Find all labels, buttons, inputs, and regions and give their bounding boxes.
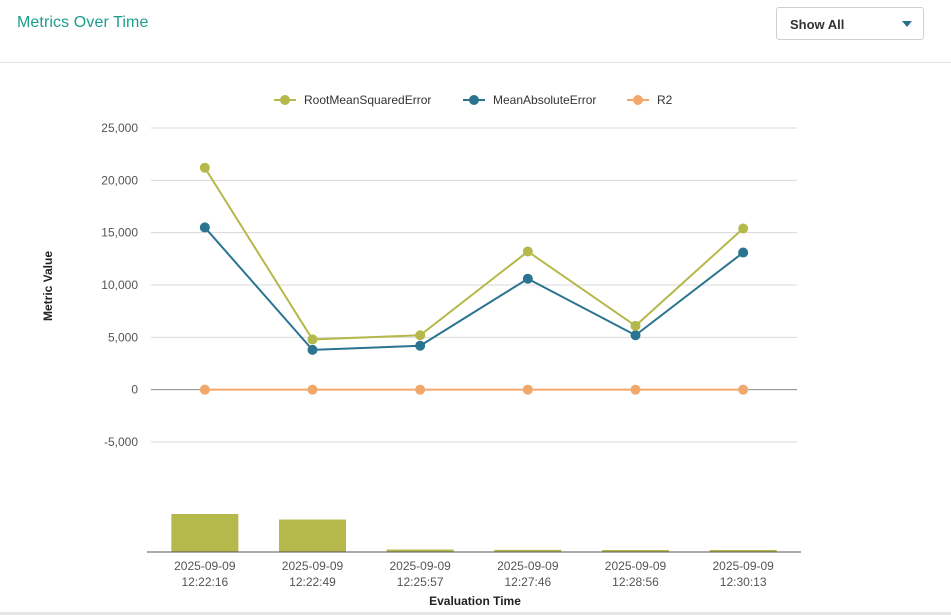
x-axis-label: Evaluation Time (429, 594, 521, 608)
y-axis-ticks: 25,000 20,000 15,000 10,000 5,000 0 -5,000 (101, 121, 138, 449)
data-point[interactable] (630, 320, 641, 331)
legend-marker-icon (633, 95, 643, 105)
dropdown-selected-value: Show All (790, 17, 845, 32)
x-tick-label: 2025-09-09 12:28:56 (605, 559, 667, 589)
data-point[interactable] (199, 222, 210, 233)
legend-marker-icon (469, 95, 479, 105)
data-point[interactable] (738, 223, 749, 234)
panel-title: Metrics Over Time (17, 14, 149, 31)
navigator-bar[interactable] (386, 549, 454, 552)
legend-item[interactable]: RootMeanSquaredError (274, 93, 431, 107)
x-tick-date: 2025-09-09 (174, 559, 236, 573)
x-tick-time: 12:25:57 (397, 575, 444, 589)
legend-item[interactable]: MeanAbsoluteError (463, 93, 596, 107)
data-point[interactable] (199, 162, 210, 173)
x-tick-label: 2025-09-09 12:22:16 (174, 559, 236, 589)
data-point[interactable] (415, 330, 426, 341)
x-tick-time: 12:22:16 (181, 575, 228, 589)
data-point[interactable] (522, 246, 533, 257)
data-point[interactable] (738, 384, 749, 395)
navigator-bars (147, 514, 801, 553)
y-tick-label: -5,000 (104, 435, 138, 449)
x-tick-label: 2025-09-09 12:27:46 (497, 559, 559, 589)
data-point[interactable] (630, 384, 641, 395)
data-point[interactable] (307, 384, 318, 395)
data-point[interactable] (307, 344, 318, 355)
series-line (204, 226, 744, 351)
y-tick-label: 15,000 (101, 226, 138, 240)
y-tick-label: 0 (131, 383, 138, 397)
y-tick-label: 25,000 (101, 121, 138, 135)
x-tick-date: 2025-09-09 (605, 559, 667, 573)
legend-item[interactable]: R2 (627, 93, 673, 107)
navigator-bar[interactable] (494, 549, 562, 552)
legend: RootMeanSquaredError MeanAbsoluteError R2 (274, 93, 673, 107)
navigator-bar[interactable] (709, 550, 777, 552)
series-MeanAbsoluteError[interactable] (199, 222, 749, 355)
x-tick-label: 2025-09-09 12:25:57 (389, 559, 451, 589)
x-tick-label: 2025-09-09 12:30:13 (712, 559, 774, 589)
legend-label: MeanAbsoluteError (493, 93, 596, 107)
x-tick-date: 2025-09-09 (497, 559, 559, 573)
data-point[interactable] (522, 384, 533, 395)
data-point[interactable] (307, 334, 318, 345)
navigator-bar[interactable] (279, 519, 346, 552)
legend-marker-icon (280, 95, 290, 105)
data-point[interactable] (630, 330, 641, 341)
x-tick-time: 12:28:56 (612, 575, 659, 589)
x-tick-time: 12:22:49 (289, 575, 336, 589)
data-point[interactable] (415, 340, 426, 351)
series-RootMeanSquaredError[interactable] (199, 162, 749, 345)
x-axis-ticks: 2025-09-0912:22:162025-09-0912:22:492025… (174, 559, 774, 589)
series-line (203, 167, 744, 341)
y-tick-label: 20,000 (101, 173, 138, 187)
bottom-divider (0, 612, 951, 615)
x-tick-label: 2025-09-09 12:22:49 (282, 559, 344, 589)
legend-label: RootMeanSquaredError (304, 93, 431, 107)
panel-header: Metrics Over Time Show All (0, 0, 951, 63)
metric-filter-dropdown[interactable]: Show All (776, 7, 924, 40)
data-point[interactable] (738, 247, 749, 258)
legend-label: R2 (657, 93, 673, 107)
y-tick-label: 5,000 (108, 330, 138, 344)
x-tick-date: 2025-09-09 (712, 559, 774, 573)
series-lines (199, 162, 749, 395)
x-tick-time: 12:30:13 (720, 575, 767, 589)
data-point[interactable] (415, 384, 426, 395)
y-tick-label: 10,000 (101, 278, 138, 292)
data-point[interactable] (522, 273, 533, 284)
series-R2[interactable] (199, 384, 749, 395)
x-tick-date: 2025-09-09 (389, 559, 451, 573)
chevron-down-icon (902, 21, 912, 27)
data-point[interactable] (199, 384, 210, 395)
x-tick-date: 2025-09-09 (282, 559, 344, 573)
y-axis-label: Metric Value (41, 251, 55, 321)
navigator-bar[interactable] (171, 514, 239, 552)
x-tick-time: 12:27:46 (504, 575, 551, 589)
navigator-bar[interactable] (602, 550, 669, 552)
